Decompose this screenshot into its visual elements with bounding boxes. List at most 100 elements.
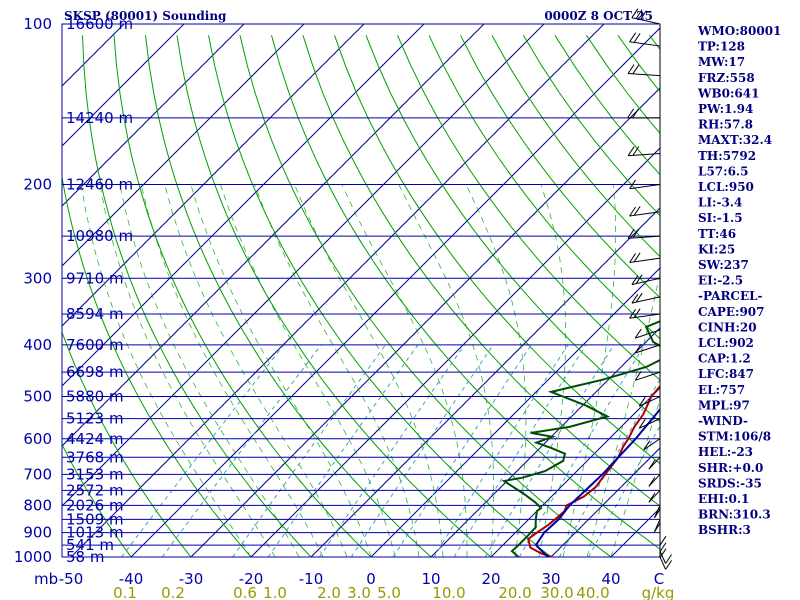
index-value: EI:-2.5 bbox=[698, 274, 743, 288]
isotherm-line bbox=[430, 327, 660, 557]
dry-adiabat bbox=[365, 35, 660, 423]
temperature-tick-label: -30 bbox=[179, 570, 204, 588]
temperature-tick-label: 40 bbox=[601, 570, 620, 588]
pressure-tick-label: 1000 bbox=[14, 548, 52, 566]
pressure-tick-label: 500 bbox=[23, 388, 52, 406]
temperature-tick-label: -50 bbox=[59, 570, 84, 588]
wind-barb-flag bbox=[665, 554, 673, 564]
temperature-tick-label: 10 bbox=[421, 570, 440, 588]
moist-adiabat bbox=[294, 184, 444, 557]
index-value: SW:237 bbox=[698, 258, 749, 272]
height-label: 6698 m bbox=[66, 363, 124, 381]
index-value: WMO:80001 bbox=[697, 24, 781, 38]
index-value: LI:-3.4 bbox=[698, 196, 742, 210]
index-value: -WIND- bbox=[698, 414, 748, 428]
pressure-tick-label: 700 bbox=[23, 465, 52, 483]
isotherm-line bbox=[62, 24, 485, 447]
wind-barb-flag bbox=[638, 396, 646, 407]
moist-adiabat bbox=[538, 184, 567, 557]
wind-barb bbox=[643, 438, 661, 451]
wind-barb-flag bbox=[633, 33, 641, 43]
wind-barb-flag bbox=[627, 108, 635, 119]
dry-adiabat bbox=[460, 35, 660, 299]
wind-barb-flag bbox=[665, 560, 673, 570]
mixing-ratio-line bbox=[558, 378, 660, 557]
index-value: PW:1.94 bbox=[698, 102, 753, 116]
index-value: LFC:847 bbox=[698, 367, 754, 381]
dry-adiabat bbox=[491, 35, 660, 258]
index-value: SI:-1.5 bbox=[698, 211, 743, 225]
isotherm-line bbox=[62, 24, 245, 207]
index-value: LCL:902 bbox=[698, 336, 754, 350]
height-label: 4424 m bbox=[66, 430, 124, 448]
moist-adiabat bbox=[465, 184, 527, 557]
wind-barb bbox=[629, 183, 661, 190]
isotherm-line bbox=[490, 387, 660, 557]
pressure-tick-label: 100 bbox=[23, 15, 52, 33]
dry-adiabat bbox=[62, 174, 252, 557]
mixing-ratio-line bbox=[518, 344, 645, 557]
isotherm-line bbox=[550, 447, 660, 557]
index-value: BRN:310.3 bbox=[698, 508, 771, 522]
index-value: TH:5792 bbox=[698, 149, 756, 163]
index-value: TT:46 bbox=[698, 227, 736, 241]
wind-barb-flag bbox=[631, 8, 639, 18]
mixing-ratio-tick-label: 0.1 bbox=[113, 584, 137, 600]
isotherm-line bbox=[190, 87, 660, 557]
wind-barb-flag bbox=[632, 228, 640, 239]
dry-adiabat bbox=[208, 35, 552, 557]
wind-barb-flag bbox=[627, 146, 635, 156]
wind-barb bbox=[628, 73, 661, 77]
index-value: SHR:+0.0 bbox=[698, 461, 763, 475]
parcel-line bbox=[534, 407, 660, 557]
mixing-ratio-tick-label: 0.6 bbox=[233, 584, 257, 600]
temperature-line bbox=[527, 384, 660, 557]
height-label: 541 m bbox=[66, 536, 114, 554]
wind-barb-flag bbox=[632, 64, 640, 75]
moist-adiabat bbox=[119, 184, 300, 557]
dry-adiabat bbox=[585, 35, 660, 134]
height-label: 10980 m bbox=[66, 227, 133, 245]
wind-barb-flag bbox=[631, 275, 639, 285]
mixing-ratio-tick-label: 40.0 bbox=[576, 584, 609, 600]
mixing-ratio-line bbox=[484, 344, 615, 557]
pressure-tick-label: 400 bbox=[23, 336, 52, 354]
temperature-tick-label: 30 bbox=[541, 570, 560, 588]
index-value: -PARCEL- bbox=[698, 289, 763, 303]
index-value: CINH:20 bbox=[698, 320, 757, 334]
index-value: FRZ:558 bbox=[698, 71, 755, 85]
mixing-ratio-tick-label: 3.0 bbox=[347, 584, 371, 600]
wind-barb bbox=[635, 371, 661, 381]
wind-barb bbox=[629, 257, 661, 263]
wind-barb-flag bbox=[629, 32, 637, 43]
wind-barb-flag bbox=[635, 292, 643, 303]
index-value: EHI:0.1 bbox=[698, 492, 749, 506]
dry-adiabat bbox=[239, 35, 612, 557]
units-label: mb bbox=[34, 570, 58, 588]
height-label: 3768 m bbox=[66, 448, 124, 466]
wind-barb-flag bbox=[634, 328, 642, 339]
moist-adiabat bbox=[140, 184, 324, 557]
dry-adiabat bbox=[397, 35, 660, 381]
dewpoint-line bbox=[501, 320, 660, 557]
index-value: STM:106/8 bbox=[698, 430, 771, 444]
wind-barb-flag bbox=[638, 419, 646, 429]
wind-barb-flag bbox=[648, 492, 656, 503]
temperature-tick-label: C bbox=[654, 570, 664, 588]
wind-barb-flag bbox=[648, 477, 656, 487]
pressure-tick-label: 800 bbox=[23, 496, 52, 514]
isotherm-line bbox=[62, 24, 425, 387]
wind-barb-flag bbox=[639, 10, 647, 20]
index-value: MAXT:32.4 bbox=[698, 133, 772, 147]
height-label: 3153 m bbox=[66, 465, 124, 483]
wind-barb-flag bbox=[629, 253, 637, 263]
mixing-unit-label: g/kg bbox=[642, 584, 675, 600]
index-value: CAPE:907 bbox=[698, 305, 765, 319]
dry-adiabat bbox=[62, 330, 192, 557]
height-label: 1013 m bbox=[66, 524, 124, 542]
height-label: 12460 m bbox=[66, 175, 133, 193]
wind-barb-flag bbox=[633, 206, 641, 216]
height-label: 1509 m bbox=[66, 510, 124, 528]
